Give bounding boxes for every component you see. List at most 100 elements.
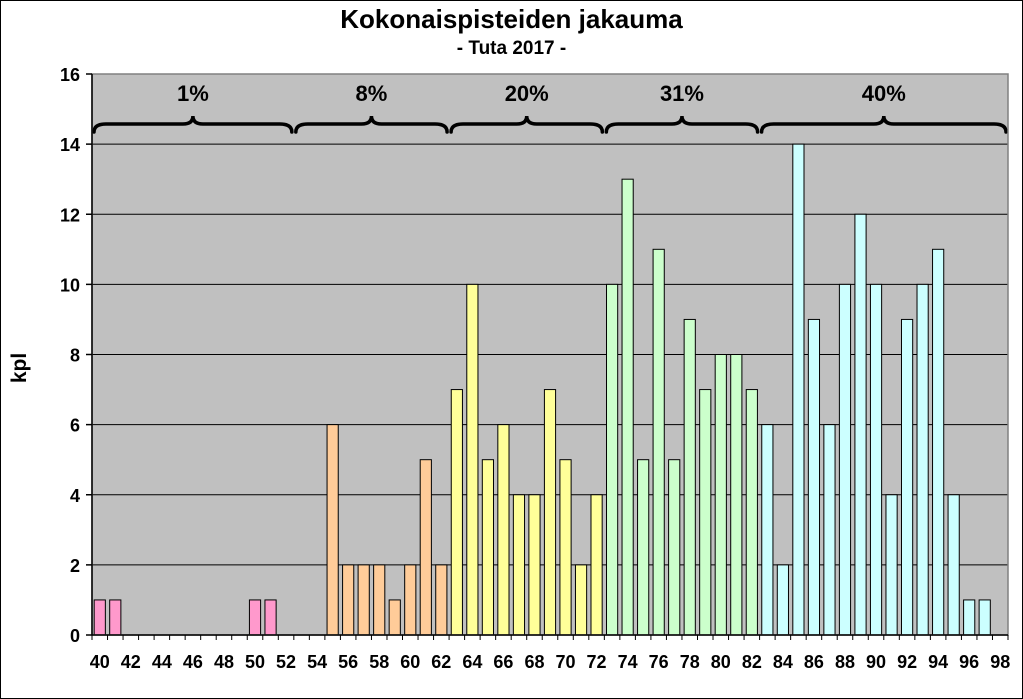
bar	[776, 564, 789, 636]
bar	[93, 599, 106, 636]
y-tick-label: 10	[60, 275, 80, 295]
bar	[792, 143, 805, 636]
bar	[761, 424, 774, 636]
bar	[606, 283, 619, 636]
x-tick-label: 50	[245, 652, 265, 672]
y-tick-label: 14	[60, 135, 80, 155]
x-tick-label: 84	[773, 652, 793, 672]
bar	[435, 564, 448, 636]
x-tick-label: 76	[649, 652, 669, 672]
chart-subtitle: - Tuta 2017 -	[456, 38, 567, 59]
bar	[590, 494, 603, 636]
bar	[978, 599, 991, 636]
bar	[730, 354, 743, 636]
bar	[512, 494, 526, 636]
x-tick-label: 60	[400, 652, 420, 672]
x-tick-label: 82	[742, 652, 762, 672]
bar	[714, 354, 727, 636]
bar	[652, 248, 665, 636]
bar	[838, 283, 852, 636]
bar	[947, 494, 960, 636]
x-tick-label: 72	[587, 652, 607, 672]
bar	[481, 459, 494, 636]
bar	[342, 564, 355, 636]
bar	[264, 599, 277, 636]
group-percent-label: 20%	[505, 81, 549, 106]
bar	[248, 599, 262, 636]
x-tick-label: 54	[307, 652, 327, 672]
bar	[683, 318, 696, 636]
x-tick-label: 98	[990, 652, 1010, 672]
x-tick-label: 64	[462, 652, 482, 672]
bar	[543, 389, 557, 636]
bar	[357, 564, 370, 636]
x-tick-label: 58	[369, 652, 389, 672]
group-brace	[449, 115, 605, 134]
y-axis-label: kpl	[8, 353, 31, 383]
y-tick-label: 6	[70, 416, 80, 436]
group-percent-label: 1%	[177, 81, 209, 106]
bar	[807, 318, 821, 636]
x-tick-label: 92	[897, 652, 917, 672]
y-tick-label: 12	[60, 205, 80, 225]
x-tick-label: 68	[524, 652, 544, 672]
bar	[466, 283, 479, 636]
x-tick-label: 86	[804, 652, 824, 672]
x-tick-label: 74	[618, 652, 638, 672]
bar	[932, 248, 945, 636]
bar	[419, 459, 432, 636]
x-tick-label: 70	[556, 652, 576, 672]
x-tick-label: 46	[183, 652, 203, 672]
y-tick-label: 8	[70, 346, 80, 366]
y-tick-label: 0	[70, 626, 80, 646]
bar	[885, 494, 898, 636]
bar	[823, 424, 836, 636]
x-tick-label: 56	[338, 652, 358, 672]
x-tick-label: 52	[276, 652, 296, 672]
x-tick-label: 48	[214, 652, 234, 672]
bar	[900, 318, 914, 636]
bar	[668, 459, 681, 636]
x-tick-label: 66	[493, 652, 513, 672]
bar	[404, 564, 417, 636]
bar	[450, 389, 463, 636]
group-percent-label: 40%	[862, 81, 906, 106]
bar	[497, 424, 510, 636]
x-tick-label: 80	[711, 652, 731, 672]
x-tick-label: 90	[866, 652, 886, 672]
bar	[326, 424, 339, 636]
x-tick-label: 78	[680, 652, 700, 672]
x-tick-label: 62	[431, 652, 451, 672]
bar	[621, 178, 634, 636]
group-brace	[759, 115, 1008, 134]
group-brace	[294, 115, 449, 134]
bar	[109, 599, 122, 636]
x-tick-label: 42	[121, 652, 141, 672]
group-brace	[604, 115, 760, 134]
y-tick-label: 16	[60, 65, 80, 85]
bar	[963, 599, 976, 636]
bar	[574, 564, 588, 636]
group-percent-label: 31%	[660, 81, 704, 106]
bar	[637, 459, 650, 636]
chart-title: Kokonaispisteiden jakauma	[340, 4, 683, 34]
bar	[745, 389, 758, 636]
bar	[559, 459, 572, 636]
x-tick-label: 44	[152, 652, 172, 672]
x-tick-label: 40	[90, 652, 110, 672]
x-tick-label: 94	[928, 652, 948, 672]
x-tick-label: 88	[835, 652, 855, 672]
group-percent-label: 8%	[356, 81, 388, 106]
bar	[869, 283, 883, 636]
bar	[916, 283, 929, 636]
x-tick-label: 96	[959, 652, 979, 672]
bar	[388, 599, 401, 636]
bar	[699, 389, 712, 636]
group-brace	[92, 115, 294, 134]
bar	[373, 564, 386, 636]
bar	[854, 213, 867, 636]
bar	[528, 494, 541, 636]
y-tick-label: 4	[70, 486, 80, 506]
y-tick-label: 2	[70, 556, 80, 576]
